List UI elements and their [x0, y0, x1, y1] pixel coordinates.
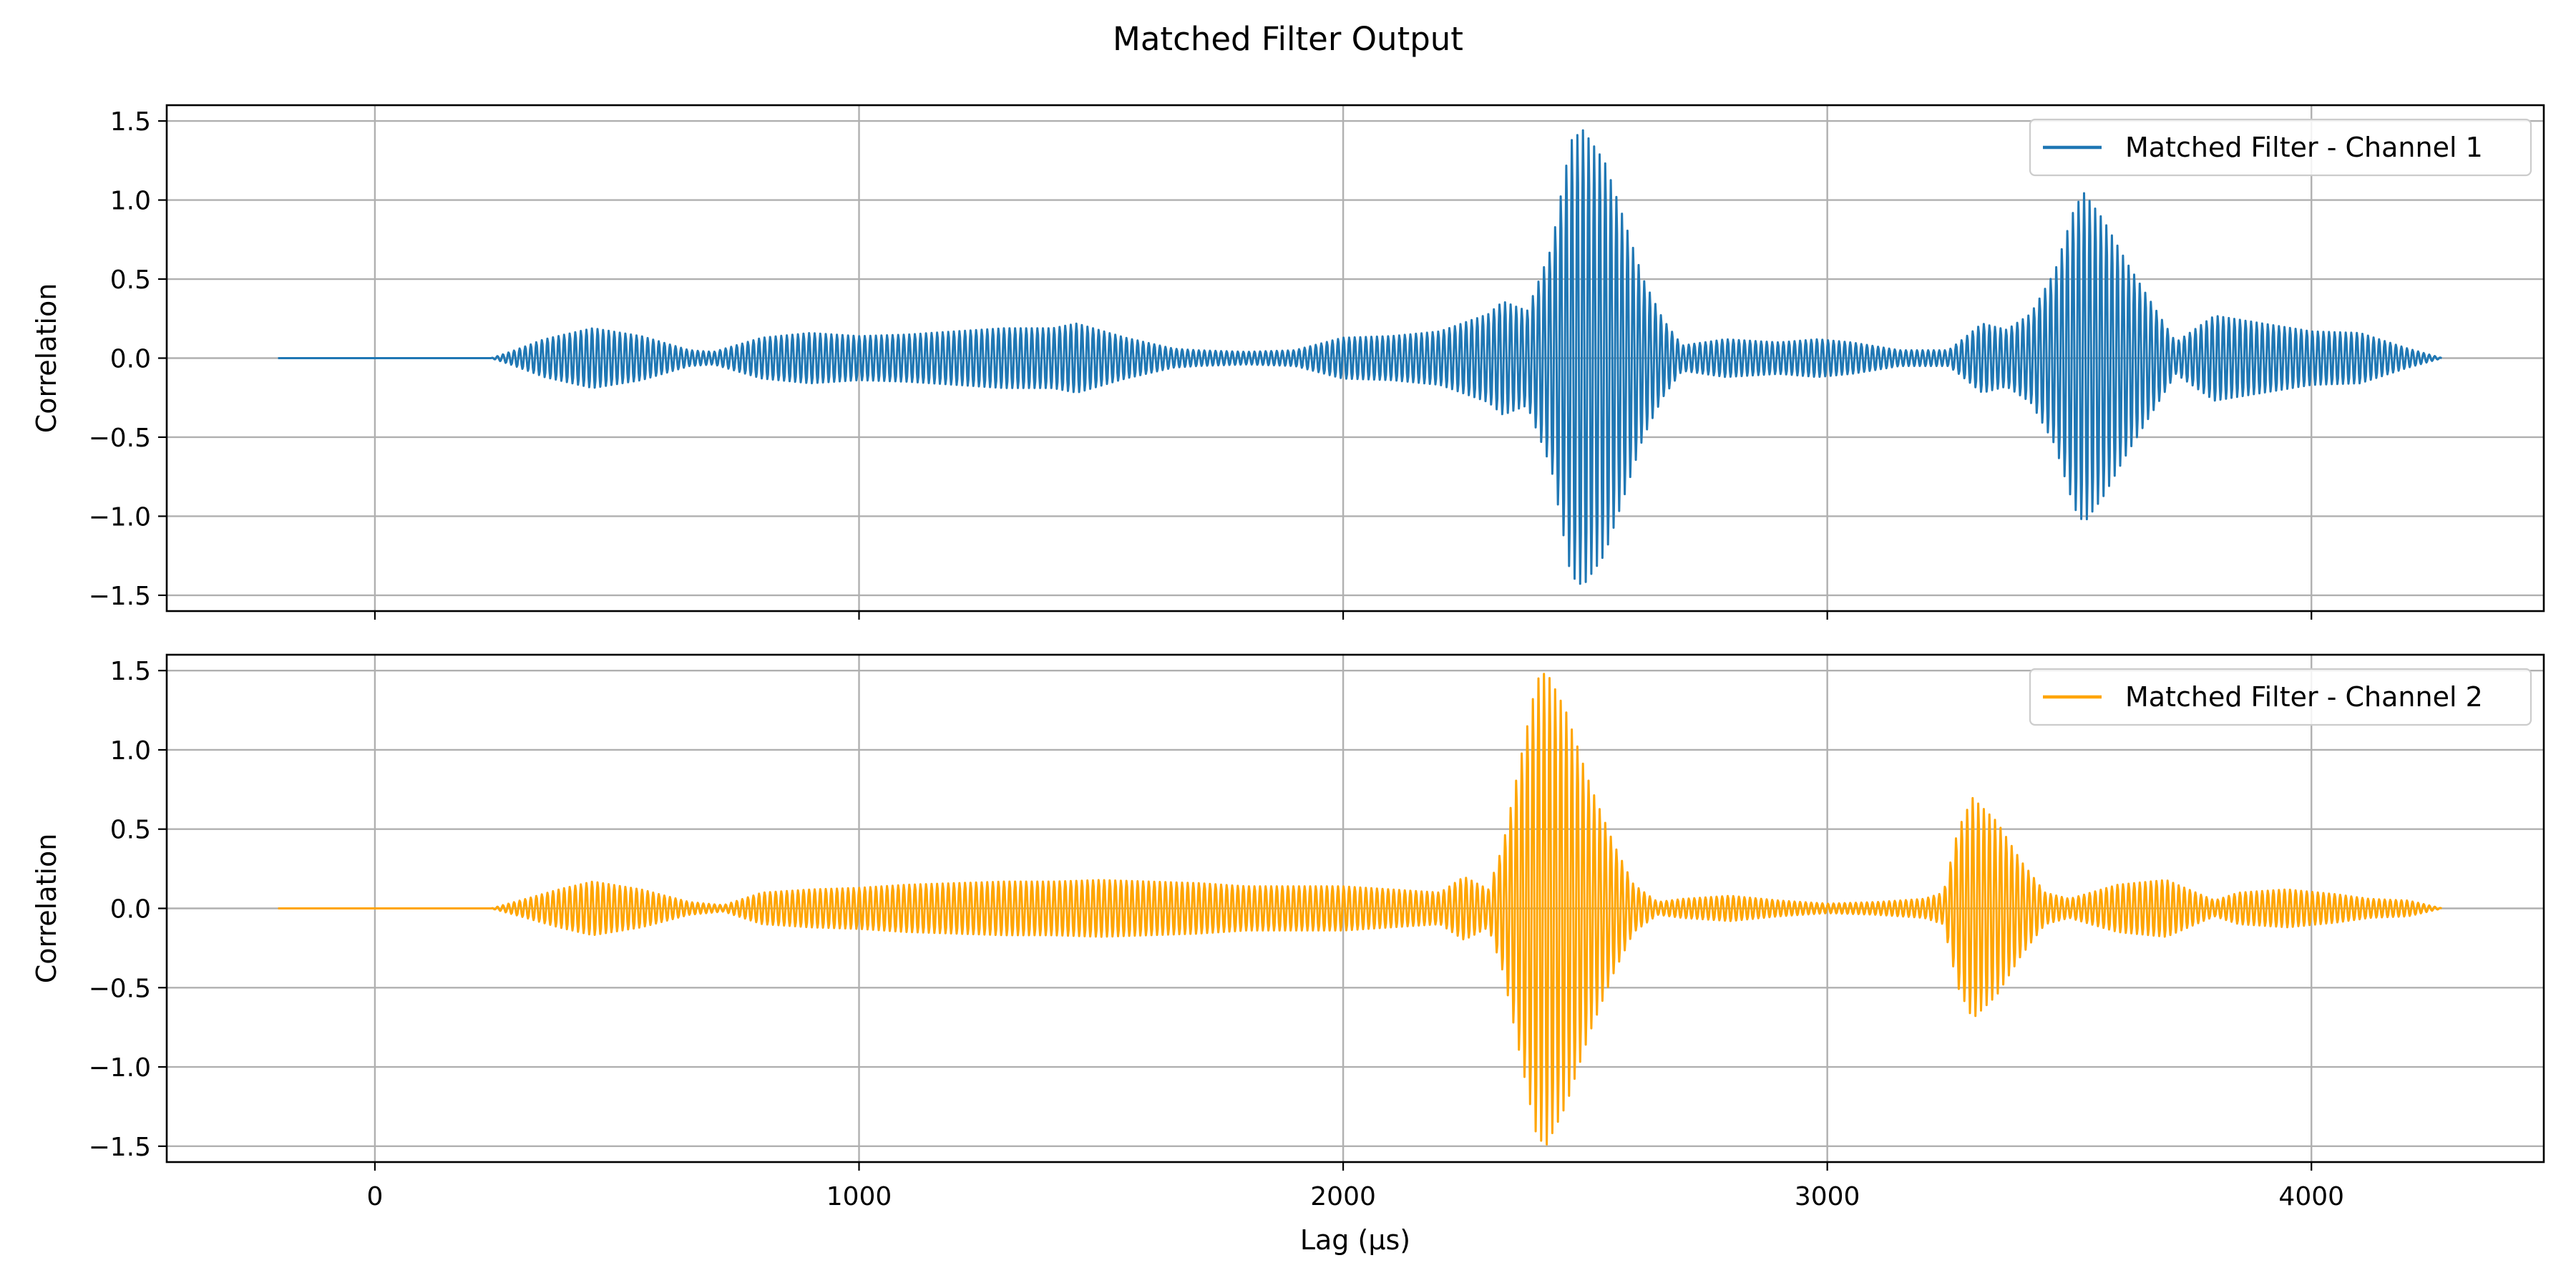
chart-title: Matched Filter Output [1113, 20, 1463, 58]
panel-2-y-tick-label-5: −1.0 [89, 1053, 151, 1083]
panel-1-legend-label: Matched Filter - Channel 1 [2125, 132, 2483, 163]
panel-1-y-tick-label-0: 1.5 [110, 107, 151, 137]
panel-1-y-tick-label-2: 0.5 [110, 265, 151, 295]
panel-2-y-tick-label-3: 0.0 [110, 895, 151, 924]
panel-2-y-tick-label-6: −1.5 [89, 1133, 151, 1162]
panel-1-y-tick-label-6: −1.5 [89, 582, 151, 611]
x-tick-label-0: 0 [366, 1182, 383, 1211]
panel-2-y-axis-label: Correlation [31, 834, 62, 984]
panel-1-y-axis-label: Correlation [31, 283, 62, 434]
panel-2-y-tick-label-2: 0.5 [110, 816, 151, 845]
x-tick-label-3: 3000 [1795, 1182, 1860, 1211]
panel-2-y-tick-label-4: −0.5 [89, 974, 151, 1003]
panel-2-y-tick-label-1: 1.0 [110, 736, 151, 766]
panel-2-legend-label: Matched Filter - Channel 2 [2125, 681, 2483, 713]
panel-2-y-tick-label-0: 1.5 [110, 657, 151, 686]
panel-1-legend-box [2029, 118, 2532, 177]
x-tick-label-1: 1000 [826, 1182, 892, 1211]
panel-1-y-tick-label-5: −1.0 [89, 502, 151, 532]
panel-1-series-line [278, 129, 2442, 585]
x-axis-label: Lag (µs) [1300, 1224, 1410, 1256]
panel-1-y-tick-label-3: 0.0 [110, 345, 151, 374]
x-tick-label-4: 4000 [2278, 1182, 2344, 1211]
x-tick-label-2: 2000 [1310, 1182, 1376, 1211]
panel-2-legend-box [2029, 668, 2532, 726]
panel-2-series-line [278, 673, 2442, 1146]
panel-1-y-tick-label-1: 1.0 [110, 187, 151, 216]
panel-1-y-tick-label-4: −0.5 [89, 424, 151, 453]
